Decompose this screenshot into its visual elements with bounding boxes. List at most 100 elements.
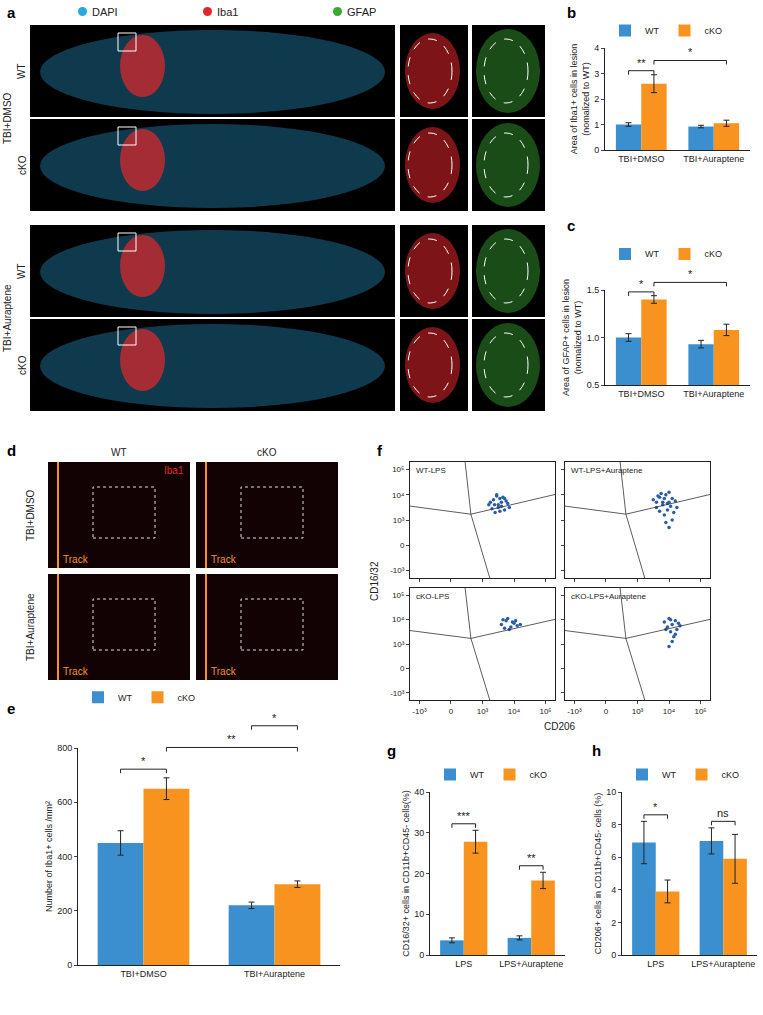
svg-text:*: *	[639, 278, 644, 290]
svg-text:6: 6	[611, 852, 616, 862]
svg-text:1.0: 1.0	[587, 333, 600, 343]
svg-text:WT: WT	[645, 26, 659, 36]
svg-text:WT: WT	[111, 447, 127, 458]
svg-text:4: 4	[594, 43, 599, 53]
svg-text:200: 200	[57, 906, 72, 916]
svg-text:TBI+Auraptene: TBI+Auraptene	[244, 969, 305, 979]
svg-text:TBI+DMSO: TBI+DMSO	[25, 489, 36, 541]
svg-text:*: *	[653, 801, 658, 813]
svg-text:**: **	[527, 852, 536, 864]
svg-text:800: 800	[57, 743, 72, 753]
svg-text:0.5: 0.5	[587, 380, 600, 390]
svg-text:WT-LPS+Auraptene: WT-LPS+Auraptene	[571, 466, 643, 475]
svg-text:2: 2	[611, 918, 616, 928]
svg-text:1.5: 1.5	[587, 285, 600, 295]
svg-text:CD206: CD206	[544, 721, 576, 732]
svg-text:DAPI: DAPI	[92, 6, 118, 18]
svg-text:LPS+Auraptene: LPS+Auraptene	[691, 959, 755, 969]
svg-text:WT: WT	[16, 63, 27, 79]
svg-text:400: 400	[57, 852, 72, 862]
svg-text:cKO-LPS: cKO-LPS	[416, 592, 449, 601]
svg-text:ns: ns	[717, 807, 729, 819]
svg-text:WT: WT	[16, 263, 27, 279]
svg-text:cKO: cKO	[17, 355, 28, 375]
svg-text:Area of Iba1+ cells in lesion(: Area of Iba1+ cells in lesion(nomalized …	[569, 44, 591, 154]
svg-text:10³: 10³	[393, 640, 405, 649]
svg-text:*: *	[141, 755, 146, 767]
svg-text:0: 0	[594, 145, 599, 155]
svg-text:0: 0	[449, 707, 454, 716]
svg-text:CD206+ cells in CD11b+CD45- ce: CD206+ cells in CD11b+CD45- cells (%)	[593, 793, 603, 954]
svg-text:CD16/32: CD16/32	[369, 561, 380, 601]
svg-text:40: 40	[414, 787, 424, 797]
svg-text:WT-LPS: WT-LPS	[416, 466, 446, 475]
svg-text:0: 0	[400, 664, 405, 673]
svg-text:10³: 10³	[477, 707, 489, 716]
svg-text:WT: WT	[118, 693, 132, 703]
svg-text:10⁵: 10⁵	[694, 707, 706, 716]
svg-text:Track: Track	[63, 554, 89, 565]
svg-text:Iba1: Iba1	[164, 465, 184, 476]
svg-text:f: f	[377, 442, 383, 459]
svg-text:TBI+Auraptene: TBI+Auraptene	[683, 154, 744, 164]
svg-text:10: 10	[414, 909, 424, 919]
svg-text:10³: 10³	[632, 707, 644, 716]
svg-text:8: 8	[611, 820, 616, 830]
svg-text:cKO: cKO	[529, 770, 547, 780]
svg-text:WT: WT	[645, 249, 659, 259]
svg-text:TBI+Auraptene: TBI+Auraptene	[2, 284, 13, 352]
svg-text:cKO: cKO	[721, 770, 739, 780]
svg-text:Iba1: Iba1	[217, 6, 238, 18]
svg-text:LPS: LPS	[647, 959, 664, 969]
svg-text:TBI+Auraptene: TBI+Auraptene	[25, 593, 36, 661]
svg-text:-10³: -10³	[390, 689, 405, 698]
svg-text:0: 0	[419, 950, 424, 960]
svg-text:**: **	[637, 57, 646, 69]
svg-text:WT: WT	[470, 770, 484, 780]
svg-text:cKO: cKO	[177, 693, 195, 703]
svg-text:4: 4	[611, 885, 616, 895]
svg-text:Number of Iba1+ cells /mm²: Number of Iba1+ cells /mm²	[44, 801, 54, 912]
svg-text:10³: 10³	[393, 516, 405, 525]
svg-text:g: g	[387, 742, 396, 759]
svg-text:b: b	[567, 4, 576, 21]
svg-text:*: *	[272, 712, 277, 724]
svg-text:d: d	[7, 442, 16, 459]
svg-text:10⁴: 10⁴	[508, 707, 521, 716]
svg-text:10: 10	[606, 787, 616, 797]
svg-text:LPS: LPS	[455, 959, 472, 969]
svg-text:Track: Track	[211, 666, 237, 677]
svg-text:10⁴: 10⁴	[392, 615, 405, 624]
svg-text:10⁵: 10⁵	[392, 591, 404, 600]
svg-text:cKO-LPS+Auraptene: cKO-LPS+Auraptene	[571, 592, 646, 601]
svg-text:cKO: cKO	[257, 447, 277, 458]
svg-text:10⁵: 10⁵	[539, 707, 551, 716]
svg-text:WT: WT	[662, 770, 676, 780]
svg-text:-10³: -10³	[390, 566, 405, 575]
svg-text:Track: Track	[211, 554, 237, 565]
svg-text:TBI+DMSO: TBI+DMSO	[618, 154, 664, 164]
svg-text:600: 600	[57, 797, 72, 807]
svg-text:1: 1	[594, 120, 599, 130]
svg-text:10⁵: 10⁵	[392, 465, 404, 474]
svg-text:Track: Track	[63, 666, 89, 677]
svg-text:a: a	[7, 4, 16, 21]
svg-text:Area of GFAP+ cells in lesion(: Area of GFAP+ cells in lesion(nomalized …	[561, 279, 583, 396]
svg-text:TBI+Auraptene: TBI+Auraptene	[683, 389, 744, 399]
svg-text:0: 0	[611, 950, 616, 960]
svg-text:h: h	[592, 742, 601, 759]
svg-text:10⁴: 10⁴	[392, 491, 405, 500]
svg-text:20: 20	[414, 869, 424, 879]
svg-text:0: 0	[400, 541, 405, 550]
svg-text:3: 3	[594, 69, 599, 79]
svg-text:*: *	[688, 46, 693, 58]
svg-text:2: 2	[594, 94, 599, 104]
svg-text:-10³: -10³	[567, 707, 582, 716]
svg-text:-10³: -10³	[412, 707, 427, 716]
svg-text:30: 30	[414, 828, 424, 838]
svg-text:e: e	[7, 700, 15, 717]
svg-text:GFAP: GFAP	[347, 6, 376, 18]
svg-text:CD16/32+ cells in CD11b+CD45-: CD16/32+ cells in CD11b+CD45- cells(%)	[401, 790, 411, 956]
svg-text:c: c	[567, 217, 575, 234]
svg-text:TBI+DMSO: TBI+DMSO	[618, 389, 664, 399]
